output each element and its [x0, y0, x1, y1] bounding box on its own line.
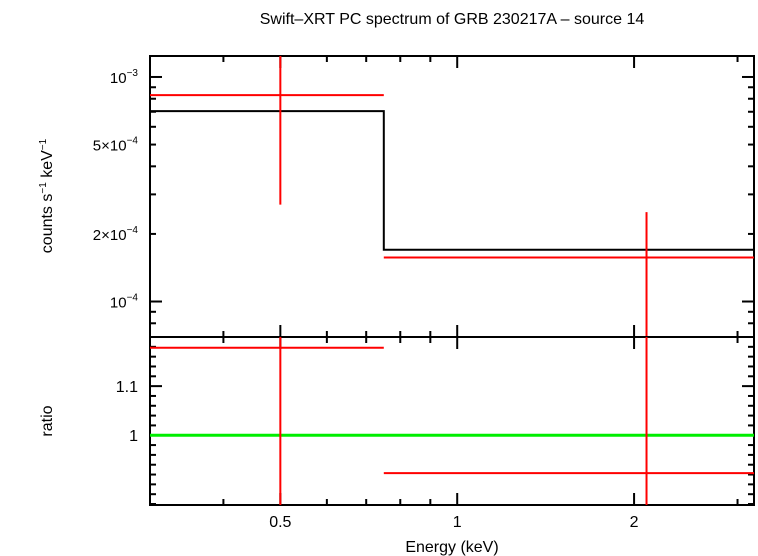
y-tick-label: 10−3 — [110, 68, 139, 87]
ratio-tick-marks — [150, 337, 754, 506]
ratio-panel-frame — [149, 336, 755, 506]
x-tick-labels: 0.5 1 2 — [269, 514, 638, 531]
y-tick-label: 1 — [129, 428, 138, 445]
spectrum-panel-frame — [149, 55, 755, 338]
y-tick-label: 2×10−4 — [93, 225, 139, 244]
x-tick-label: 2 — [630, 514, 639, 531]
ratio-y-tick-labels: 1.11 — [116, 379, 138, 445]
model-step-line — [150, 110, 754, 251]
x-tick-label: 1 — [453, 514, 462, 531]
spectrum-y-axis-label: counts s−1 keV−1 — [38, 138, 56, 253]
y-tick-label: 10−4 — [110, 293, 139, 312]
y-tick-label: 1.1 — [116, 379, 138, 396]
x-tick-label: 0.5 — [269, 514, 291, 531]
spectrum-y-tick-labels: 10−3 5×10−4 2×10−4 10−4 — [93, 68, 139, 312]
ratio-y-axis-label: ratio — [39, 405, 56, 436]
x-axis-label: Energy (keV) — [405, 539, 498, 556]
chart-title: Swift–XRT PC spectrum of GRB 230217A – s… — [260, 11, 645, 28]
spectrum-series — [150, 56, 754, 337]
spectrum-tick-marks — [150, 56, 754, 337]
ratio-series — [150, 337, 754, 505]
y-tick-label: 5×10−4 — [93, 136, 139, 155]
